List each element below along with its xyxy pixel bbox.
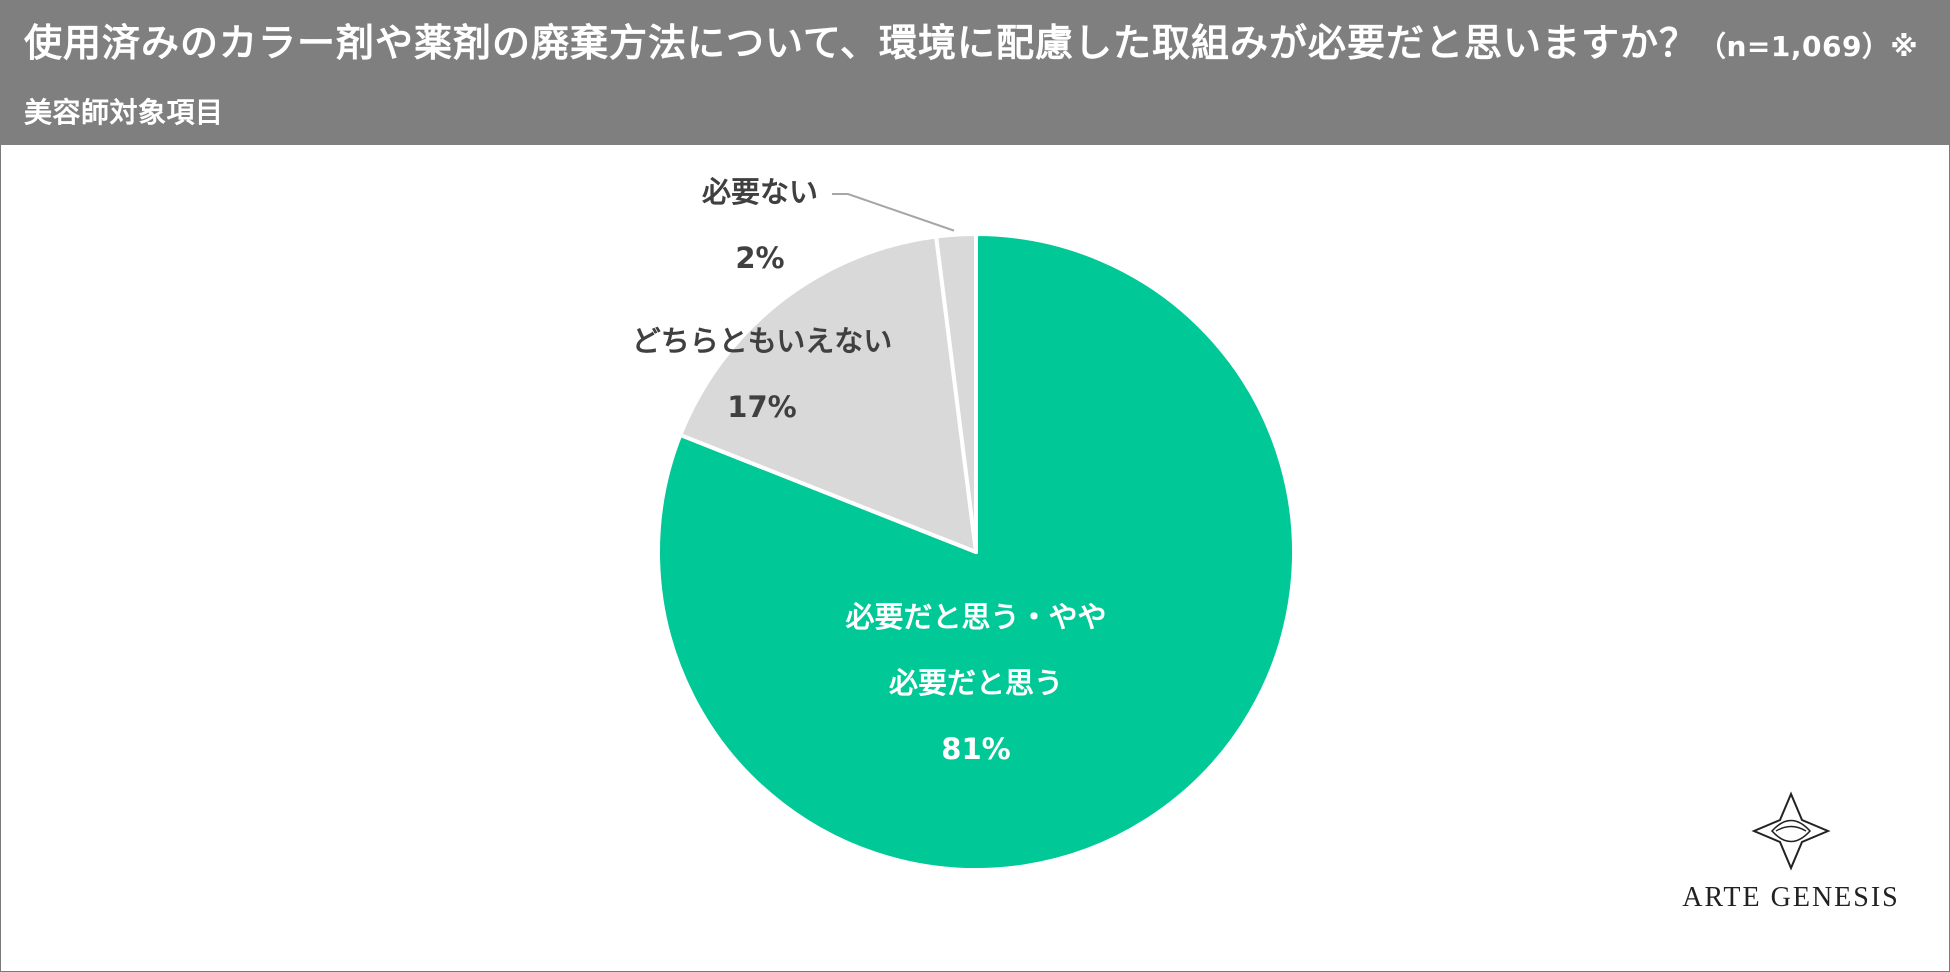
pie-category-label-2: 必要ない bbox=[702, 175, 818, 209]
pie-value-label-2: 2% bbox=[735, 241, 784, 275]
header-bar: 使用済みのカラー剤や薬剤の廃棄方法について、環境に配慮した取組みが必要だと思いま… bbox=[0, 0, 1950, 145]
brand-logo-text: ARTE GENESIS bbox=[1682, 882, 1900, 913]
pie-slices bbox=[656, 232, 1296, 872]
chart-title-sub: （n=1,069）※美容師対象項目 bbox=[24, 30, 1919, 129]
brand-logo: ARTE GENESIS bbox=[1666, 790, 1916, 930]
pie-slice-1 bbox=[678, 234, 978, 554]
pie-slice-0 bbox=[656, 232, 1296, 872]
chart-title-main: 使用済みのカラー剤や薬剤の廃棄方法について、環境に配慮した取組みが必要だと思いま… bbox=[24, 21, 1698, 65]
pie-category-label-0: 必要だと思う・やや bbox=[845, 600, 1106, 634]
arte-genesis-logo-icon bbox=[1751, 791, 1831, 871]
pie-category-label-0: 必要だと思う bbox=[889, 666, 1063, 700]
pie-value-label-1: 17% bbox=[727, 390, 796, 424]
pie-value-label-0: 81% bbox=[941, 732, 1010, 766]
chart-title: 使用済みのカラー剤や薬剤の廃棄方法について、環境に配慮した取組みが必要だと思いま… bbox=[24, 12, 1926, 144]
leader-line-2 bbox=[832, 193, 955, 232]
pie-slice-2 bbox=[934, 232, 978, 554]
pie-category-label-1: どちらともいえない bbox=[632, 324, 892, 358]
